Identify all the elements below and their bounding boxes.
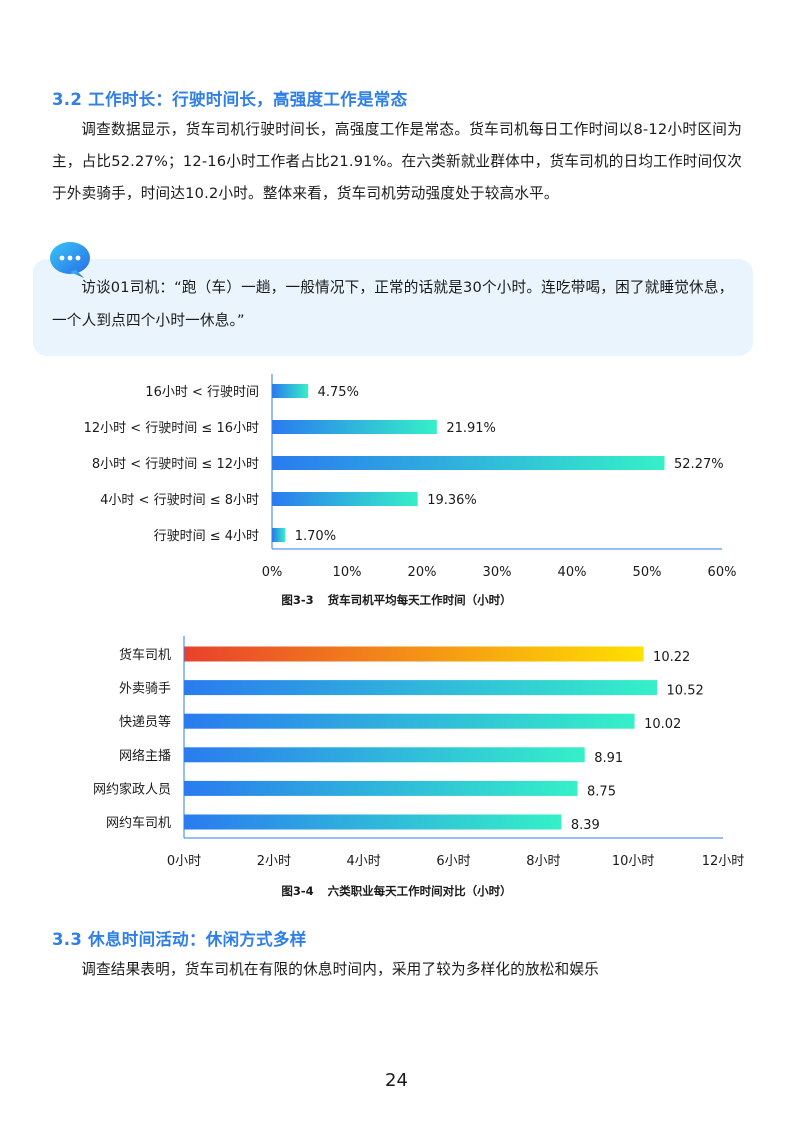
x-tick-label: 0小时: [167, 854, 201, 869]
x-tick-label: 40%: [558, 565, 587, 580]
figure-caption-3-3: 图3-3 货车司机平均每天工作时间（小时）: [0, 592, 793, 608]
data-label: 19.36%: [427, 493, 477, 508]
bar: [184, 680, 658, 696]
figure-number: 图3-4: [281, 884, 314, 898]
category-label: 外卖骑手: [119, 682, 171, 697]
figure-caption-text: 六类职业每天工作时间对比（小时）: [327, 884, 512, 898]
section-3-3-paragraph: 调查结果表明，货车司机在有限的休息时间内，采用了较为多样化的放松和娱乐: [81, 961, 599, 978]
category-label: 货车司机: [119, 647, 171, 663]
data-label: 21.91%: [446, 421, 496, 436]
bar: [272, 528, 286, 542]
page-number: 24: [385, 1070, 408, 1091]
bar: [184, 780, 578, 796]
x-tick-label: 2小时: [257, 854, 291, 869]
data-label: 4.75%: [318, 385, 359, 400]
bar: [184, 747, 585, 763]
category-label: 网络主播: [119, 748, 171, 764]
data-label: 52.27%: [674, 457, 724, 472]
data-label: 8.39: [571, 818, 600, 833]
section-heading-3-2: 3.2 工作时长：行驶时间长，高强度工作是常态: [52, 90, 408, 109]
figure-caption-text: 货车司机平均每天工作时间（小时）: [327, 593, 512, 607]
category-label: 12小时 < 行驶时间 ≤ 16小时: [84, 421, 259, 436]
category-label: 8小时 < 行驶时间 ≤ 12小时: [92, 457, 259, 472]
x-tick-label: 20%: [408, 565, 437, 580]
data-label: 1.70%: [295, 529, 336, 544]
category-label: 16小时 < 行驶时间: [145, 385, 259, 400]
x-tick-label: 4小时: [347, 854, 381, 869]
bar: [272, 456, 665, 470]
data-label: 8.91: [594, 751, 623, 766]
chat-bubble-icon: [48, 240, 92, 284]
figure-caption-3-4: 图3-4 六类职业每天工作时间对比（小时）: [0, 883, 793, 899]
x-tick-label: 0%: [262, 565, 283, 580]
data-label: 10.02: [644, 717, 681, 732]
data-label: 10.22: [653, 650, 690, 665]
x-tick-label: 50%: [633, 565, 662, 580]
category-label: 网约车司机: [106, 815, 171, 831]
bar: [272, 384, 309, 398]
bar: [184, 713, 635, 729]
category-label: 网约家政人员: [93, 781, 171, 797]
chart-six-occupations-hours: 货车司机 10.22 外卖骑手 10.52 快递员等 10.02 网络主播 8.91 网约家政人…: [93, 636, 745, 869]
chart-driving-hours-distribution: 16小时 < 行驶时间 4.75% 12小时 < 行驶时间 ≤ 16小时 21.91%…: [84, 374, 737, 580]
section-3-2-paragraph: 调查数据显示，货车司机行驶时间长，高强度工作是常态。货车司机每日工作时间以8-1…: [52, 121, 742, 202]
bar: [184, 814, 562, 830]
x-tick-label: 8小时: [526, 854, 560, 869]
interview-quote-text: 访谈01司机：“跑（车）一趟，一般情况下，正常的话就是30个小时。连吃带喝，困了…: [52, 279, 734, 329]
x-tick-label: 60%: [708, 565, 737, 580]
bar: [272, 420, 437, 434]
data-label: 8.75: [587, 784, 616, 799]
interview-quote-box: [33, 259, 753, 356]
x-tick-label: 12小时: [702, 854, 745, 869]
category-label: 快递员等: [119, 714, 171, 730]
x-tick-label: 10%: [333, 565, 362, 580]
category-label: 行驶时间 ≤ 4小时: [154, 529, 259, 544]
x-tick-label: 10小时: [612, 854, 655, 869]
section-heading-3-3: 3.3 休息时间活动：休闲方式多样: [52, 930, 307, 949]
data-label: 10.52: [667, 684, 704, 699]
category-label: 4小时 < 行驶时间 ≤ 8小时: [100, 493, 259, 508]
x-tick-label: 30%: [483, 565, 512, 580]
x-tick-label: 6小时: [436, 854, 470, 869]
bar: [184, 646, 644, 662]
figure-number: 图3-3: [281, 593, 314, 607]
bar: [272, 492, 418, 506]
